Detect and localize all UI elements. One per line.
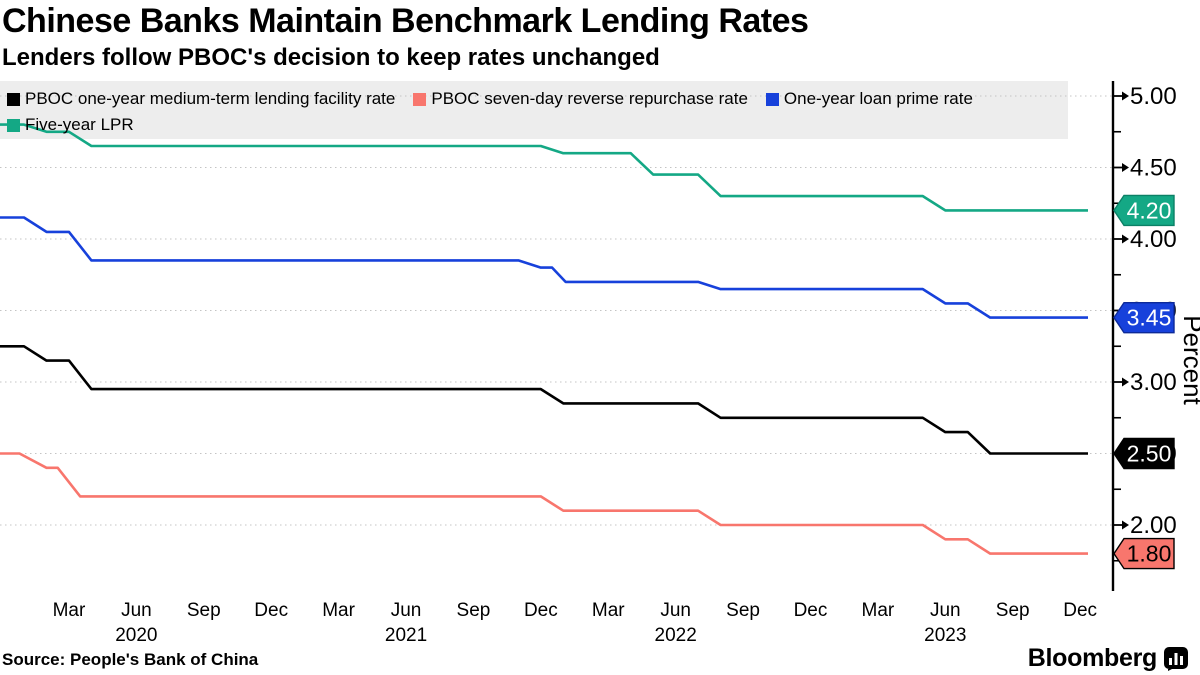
legend-label-0: PBOC one-year medium-term lending facili… bbox=[25, 89, 396, 108]
svg-text:Dec: Dec bbox=[254, 600, 288, 621]
chart-legend: PBOC one-year medium-term lending facili… bbox=[7, 86, 1065, 138]
svg-text:Mar: Mar bbox=[322, 600, 355, 621]
source-note: Source: People's Bank of China bbox=[2, 650, 259, 669]
svg-text:Sep: Sep bbox=[457, 600, 491, 621]
legend-swatch-2 bbox=[765, 92, 779, 106]
x-axis-labels: Mar Jun 2020 Sep Dec Mar Jun 2021 Sep Dec Mar Jun 20… bbox=[53, 600, 1097, 646]
page-title: Chinese Banks Maintain Benchmark Lending… bbox=[2, 2, 809, 40]
svg-text:Sep: Sep bbox=[726, 600, 760, 621]
gridlines bbox=[0, 95, 1113, 526]
svg-text:Jun: Jun bbox=[391, 600, 422, 621]
svg-text:Mar: Mar bbox=[592, 600, 625, 621]
bloomberg-brand: Bloomberg bbox=[1028, 644, 1188, 673]
svg-text:Jun: Jun bbox=[121, 600, 152, 621]
svg-text:Dec: Dec bbox=[1063, 600, 1097, 621]
y-axis-title: Percent bbox=[1178, 315, 1200, 405]
legend-item-0: PBOC one-year medium-term lending facili… bbox=[7, 86, 395, 112]
legend-swatch-3 bbox=[7, 118, 20, 132]
svg-text:Jun: Jun bbox=[660, 600, 691, 621]
svg-text:5.00: 5.00 bbox=[1130, 83, 1177, 110]
series-line-3 bbox=[0, 123, 1088, 212]
end-value-badge-3: 4.20 bbox=[1113, 194, 1175, 227]
svg-text:2021: 2021 bbox=[385, 625, 427, 646]
legend-label-1: PBOC seven-day reverse repurchase rate bbox=[431, 89, 748, 108]
svg-text:Mar: Mar bbox=[862, 600, 895, 621]
svg-text:1.80: 1.80 bbox=[1127, 541, 1172, 567]
svg-text:2023: 2023 bbox=[924, 625, 966, 646]
y-axis-minor-ticks bbox=[1113, 130, 1121, 562]
svg-text:Mar: Mar bbox=[53, 600, 86, 621]
bloomberg-logo-icon bbox=[1164, 646, 1188, 671]
svg-text:Sep: Sep bbox=[996, 600, 1030, 621]
svg-text:4.20: 4.20 bbox=[1127, 197, 1172, 223]
end-value-badge-2: 3.45 bbox=[1113, 301, 1175, 334]
svg-text:3.00: 3.00 bbox=[1130, 369, 1177, 396]
svg-text:4.00: 4.00 bbox=[1130, 226, 1177, 253]
svg-text:Dec: Dec bbox=[524, 600, 558, 621]
legend-item-2: One-year loan prime rate bbox=[765, 86, 973, 112]
end-value-badge-0: 2.50 bbox=[1113, 437, 1175, 470]
svg-text:Dec: Dec bbox=[794, 600, 828, 621]
svg-text:2.00: 2.00 bbox=[1130, 512, 1177, 539]
legend-swatch-1 bbox=[413, 92, 427, 106]
svg-text:2022: 2022 bbox=[655, 625, 697, 646]
series-line-1 bbox=[0, 452, 1088, 555]
legend-swatch-0 bbox=[7, 92, 20, 106]
legend-label-3: Five-year LPR bbox=[25, 115, 134, 134]
legend-background bbox=[0, 81, 1068, 139]
subtitle: Lenders follow PBOC's decision to keep r… bbox=[2, 44, 660, 71]
svg-text:3.45: 3.45 bbox=[1127, 305, 1172, 331]
svg-text:4.50: 4.50 bbox=[1130, 155, 1177, 182]
svg-text:Jun: Jun bbox=[930, 600, 961, 621]
svg-text:2.50: 2.50 bbox=[1127, 441, 1172, 467]
svg-text:Sep: Sep bbox=[187, 600, 221, 621]
legend-item-1: PBOC seven-day reverse repurchase rate bbox=[413, 86, 748, 112]
end-value-badge-1: 1.80 bbox=[1113, 537, 1175, 570]
legend-label-2: One-year loan prime rate bbox=[783, 89, 973, 108]
bloomberg-wordmark: Bloomberg bbox=[1027, 644, 1158, 672]
series-line-0 bbox=[0, 344, 1088, 455]
svg-text:2020: 2020 bbox=[115, 625, 157, 646]
series-line-2 bbox=[0, 216, 1088, 319]
legend-item-3: Five-year LPR bbox=[7, 112, 134, 138]
